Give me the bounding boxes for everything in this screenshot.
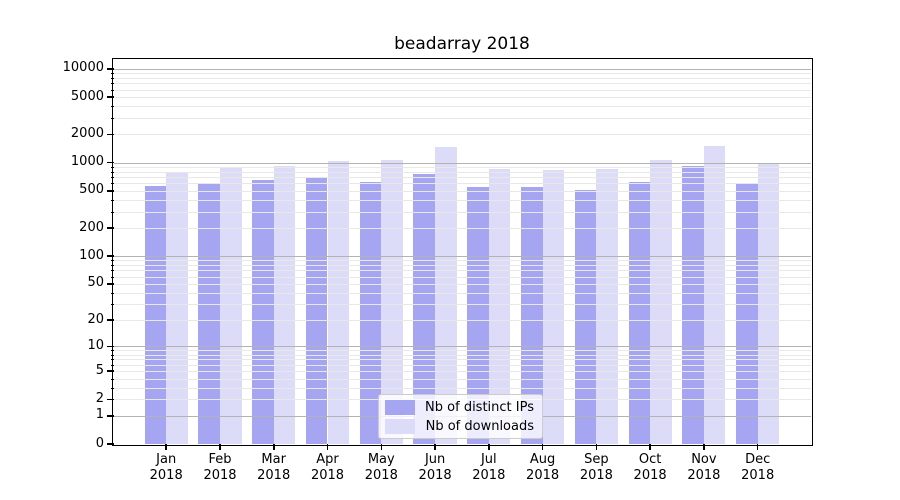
bar-distinct-ips-oct <box>628 182 651 444</box>
y-tick-mark <box>107 161 114 164</box>
bar-distinct-ips-mar <box>252 180 274 444</box>
y-tick-label: 0 <box>95 435 104 451</box>
y-tick-mark <box>107 255 114 257</box>
y-tick-label: 100 <box>79 247 104 263</box>
legend-swatch-distinct-ips <box>385 399 415 415</box>
bar-distinct-ips-sep <box>574 190 597 444</box>
bars-layer <box>114 59 812 444</box>
bar-downloads-dec <box>757 162 780 444</box>
legend-label-downloads: Nb of downloads <box>425 418 534 434</box>
bar-downloads-sep <box>596 169 618 444</box>
y-tick-mark <box>107 443 114 445</box>
y-tick-mark <box>107 319 114 321</box>
bar-distinct-ips-jun <box>413 173 435 444</box>
bar-downloads-mar <box>273 165 296 444</box>
plot-area <box>112 57 813 446</box>
legend: Nb of distinct IPs Nb of downloads <box>378 394 543 439</box>
x-tick-mark <box>165 444 167 450</box>
y-tick-mark <box>107 96 114 98</box>
x-tick-mark <box>541 444 544 450</box>
bar-downloads-apr <box>327 160 350 444</box>
x-tick-label: Oct 2018 <box>633 452 667 483</box>
y-tick-mark <box>107 398 114 400</box>
y-tick-mark <box>107 283 114 285</box>
y-tick-mark <box>107 345 114 348</box>
x-tick-mark <box>649 444 651 450</box>
y-tick-label: 20 <box>87 311 104 327</box>
y-tick-label: 5000 <box>70 88 104 104</box>
y-tick-label: 500 <box>79 182 104 198</box>
x-tick-label: Jan 2018 <box>149 452 183 483</box>
x-tick-label: Sep 2018 <box>579 452 613 483</box>
x-tick-label: Apr 2018 <box>310 452 345 483</box>
bar-distinct-ips-apr <box>305 177 328 444</box>
chart-title: beadarray 2018 <box>394 34 530 54</box>
bar-downloads-oct <box>650 160 672 444</box>
x-tick-mark <box>434 444 436 450</box>
x-tick-label: Dec 2018 <box>741 452 775 483</box>
y-tick-label: 50 <box>87 275 104 291</box>
y-tick-mark <box>107 133 114 136</box>
bar-distinct-ips-dec <box>736 184 758 444</box>
bar-downloads-aug <box>542 170 565 444</box>
bar-distinct-ips-jan <box>144 186 167 444</box>
y-tick-label: 10 <box>87 337 104 353</box>
y-tick-mark <box>107 68 114 70</box>
y-tick-label: 1000 <box>70 154 104 170</box>
legend-entry-distinct-ips: Nb of distinct IPs <box>385 399 536 415</box>
x-tick-mark <box>703 444 705 450</box>
x-tick-mark <box>595 444 598 450</box>
y-tick-label: 5 <box>95 362 104 378</box>
x-tick-mark <box>380 444 382 450</box>
legend-label-distinct-ips: Nb of distinct IPs <box>425 399 534 415</box>
bar-downloads-jan <box>166 172 188 444</box>
x-tick-mark <box>488 444 490 450</box>
x-tick-mark <box>273 444 275 450</box>
bar-downloads-feb <box>220 166 242 444</box>
y-tick-label: 2 <box>95 390 104 406</box>
legend-entry-downloads: Nb of downloads <box>385 418 536 434</box>
x-tick-mark <box>756 444 759 450</box>
x-tick-label: Mar 2018 <box>257 452 291 483</box>
bar-downloads-jul <box>488 168 511 444</box>
y-tick-label: 200 <box>79 219 104 235</box>
y-tick-mark <box>107 190 114 192</box>
x-tick-label: Jun 2018 <box>418 452 452 483</box>
y-tick-label: 1 <box>95 407 104 423</box>
x-tick-label: Feb 2018 <box>203 452 237 483</box>
bar-distinct-ips-jul <box>467 187 489 444</box>
bar-distinct-ips-nov <box>682 165 704 444</box>
legend-swatch-downloads <box>385 418 415 434</box>
y-tick-label: 2000 <box>70 125 104 141</box>
x-tick-mark <box>326 444 329 450</box>
y-tick-label: 10000 <box>62 60 104 76</box>
x-tick-label: Jul 2018 <box>472 452 506 483</box>
x-tick-label: Nov 2018 <box>687 452 721 483</box>
y-tick-mark <box>107 227 114 229</box>
bar-downloads-nov <box>703 145 726 444</box>
y-tick-mark <box>107 415 114 417</box>
x-tick-label: May 2018 <box>364 452 398 483</box>
x-tick-label: Aug 2018 <box>526 452 560 483</box>
x-tick-mark <box>219 444 221 450</box>
bar-downloads-jun <box>435 147 457 444</box>
bar-distinct-ips-feb <box>198 183 220 444</box>
y-tick-mark <box>107 370 114 372</box>
bar-distinct-ips-aug <box>521 187 543 444</box>
bar-downloads-may <box>381 159 403 444</box>
